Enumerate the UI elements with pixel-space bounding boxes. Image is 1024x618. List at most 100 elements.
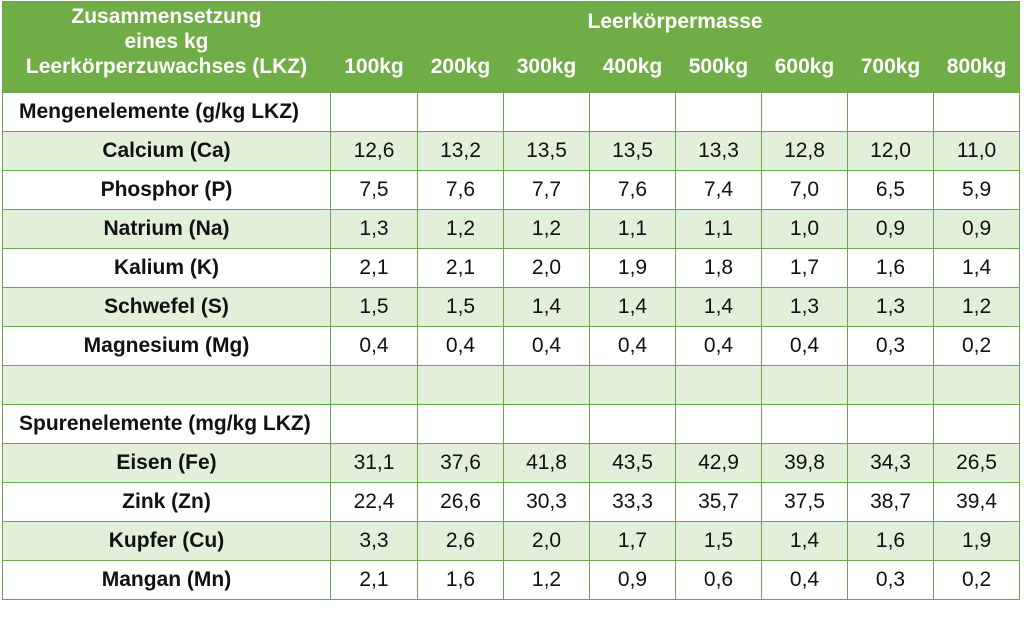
- row-label: Natrium (Na): [2, 209, 331, 249]
- value-cell: 1,5: [330, 287, 418, 327]
- value-cell: 0,4: [675, 326, 762, 366]
- value-cell: 0,2: [932, 326, 1021, 366]
- value-cell: 0,4: [761, 326, 848, 366]
- value-cell: 12,0: [847, 131, 934, 171]
- value-cell: 0,2: [932, 560, 1021, 600]
- value-cell: 34,3: [847, 443, 934, 483]
- value-cell: 31,1: [330, 443, 418, 483]
- value-cell: 12,8: [761, 131, 848, 171]
- header-line-1: Zusammensetzung: [71, 5, 262, 28]
- value-cell: 13,5: [589, 131, 676, 171]
- table-row: Magnesium (Mg) 0,4 0,4 0,4 0,4 0,4 0,4 0,3 0,2: [2, 326, 1021, 366]
- value-cell: 33,3: [589, 482, 676, 522]
- value-cell: 2,0: [503, 521, 590, 561]
- spacer-row: [2, 365, 1021, 405]
- value-cell: 26,6: [417, 482, 504, 522]
- table-body: Mengenelemente (g/kg LKZ) Calcium (Ca) 12,…: [2, 92, 1021, 600]
- row-label: Eisen (Fe): [2, 443, 331, 483]
- value-cell: 11,0: [932, 131, 1021, 171]
- value-cell: 0,3: [847, 326, 934, 366]
- row-label: Schwefel (S): [2, 287, 331, 327]
- value-cell: 37,6: [417, 443, 504, 483]
- value-cell: 1,9: [589, 248, 676, 288]
- empty-cell: [932, 404, 1021, 444]
- empty-cell: [417, 365, 504, 405]
- value-cell: 26,5: [932, 443, 1021, 483]
- section-row: Mengenelemente (g/kg LKZ): [2, 92, 1021, 132]
- empty-cell: [503, 365, 590, 405]
- value-cell: 13,5: [503, 131, 590, 171]
- empty-cell: [330, 404, 418, 444]
- composition-table-container: Zusammensetzung eines kg Leerkörperzuwac…: [2, 0, 1021, 600]
- value-cell: 35,7: [675, 482, 762, 522]
- value-cell: 0,3: [847, 560, 934, 600]
- value-cell: 12,6: [330, 131, 418, 171]
- value-cell: 1,6: [847, 248, 934, 288]
- empty-cell: [589, 404, 676, 444]
- value-cell: 7,0: [761, 170, 848, 210]
- empty-cell: [932, 365, 1021, 405]
- value-cell: 1,2: [932, 287, 1021, 327]
- empty-cell: [761, 404, 848, 444]
- value-cell: 7,4: [675, 170, 762, 210]
- empty-cell: [847, 92, 934, 132]
- value-cell: 0,9: [589, 560, 676, 600]
- empty-cell: [330, 92, 418, 132]
- table-row: Phosphor (P) 7,5 7,6 7,7 7,6 7,4 7,0 6,5 5,9: [2, 170, 1021, 210]
- value-cell: 1,3: [330, 209, 418, 249]
- section-row: Spurenelemente (mg/kg LKZ): [2, 404, 1021, 444]
- column-header: 800kg: [932, 41, 1021, 93]
- value-cell: 1,0: [761, 209, 848, 249]
- row-label: Kupfer (Cu): [2, 521, 331, 561]
- value-cell: 1,4: [675, 287, 762, 327]
- value-cell: 41,8: [503, 443, 590, 483]
- empty-cell: [675, 404, 762, 444]
- value-cell: 1,4: [761, 521, 848, 561]
- value-cell: 30,3: [503, 482, 590, 522]
- section-title: Mengenelemente (g/kg LKZ): [2, 92, 331, 132]
- value-cell: 1,5: [417, 287, 504, 327]
- empty-cell: [330, 365, 418, 405]
- value-cell: 2,1: [330, 248, 418, 288]
- value-cell: 0,4: [330, 326, 418, 366]
- column-header: 700kg: [847, 41, 934, 93]
- value-cell: 2,6: [417, 521, 504, 561]
- value-cell: 13,3: [675, 131, 762, 171]
- column-header: 200kg: [417, 41, 504, 93]
- empty-cell: [847, 365, 934, 405]
- header-group-title: Leerkörpermasse: [329, 0, 1021, 43]
- value-cell: 13,2: [417, 131, 504, 171]
- empty-cell: [2, 365, 331, 405]
- table-row: Zink (Zn) 22,4 26,6 30,3 33,3 35,7 37,5 38,7 39,…: [2, 482, 1021, 522]
- value-cell: 1,9: [932, 521, 1021, 561]
- empty-cell: [761, 365, 848, 405]
- value-cell: 3,3: [330, 521, 418, 561]
- column-header: 400kg: [589, 41, 676, 93]
- value-cell: 1,1: [675, 209, 762, 249]
- value-cell: 42,9: [675, 443, 762, 483]
- column-header: 100kg: [330, 41, 418, 93]
- column-header: 300kg: [503, 41, 590, 93]
- empty-cell: [675, 365, 762, 405]
- table-row: Natrium (Na) 1,3 1,2 1,2 1,1 1,1 1,0 0,9 0,9: [2, 209, 1021, 249]
- value-cell: 1,7: [589, 521, 676, 561]
- value-cell: 7,6: [417, 170, 504, 210]
- empty-cell: [675, 92, 762, 132]
- value-cell: 2,1: [330, 560, 418, 600]
- empty-cell: [417, 92, 504, 132]
- value-cell: 39,4: [932, 482, 1021, 522]
- empty-cell: [761, 92, 848, 132]
- value-cell: 0,6: [675, 560, 762, 600]
- table-row: Eisen (Fe) 31,1 37,6 41,8 43,5 42,9 39,8 34,3 26…: [2, 443, 1021, 483]
- row-label: Mangan (Mn): [2, 560, 331, 600]
- header-row-label: Zusammensetzung eines kg Leerkörperzuwac…: [2, 1, 331, 93]
- value-cell: 1,3: [847, 287, 934, 327]
- table-row: Calcium (Ca) 12,6 13,2 13,5 13,5 13,3 12,8 12,0…: [2, 131, 1021, 171]
- composition-table: Zusammensetzung eines kg Leerkörperzuwac…: [2, 0, 1021, 600]
- value-cell: 2,1: [417, 248, 504, 288]
- empty-cell: [932, 92, 1021, 132]
- value-cell: 38,7: [847, 482, 934, 522]
- empty-cell: [417, 404, 504, 444]
- value-cell: 1,6: [417, 560, 504, 600]
- value-cell: 7,5: [330, 170, 418, 210]
